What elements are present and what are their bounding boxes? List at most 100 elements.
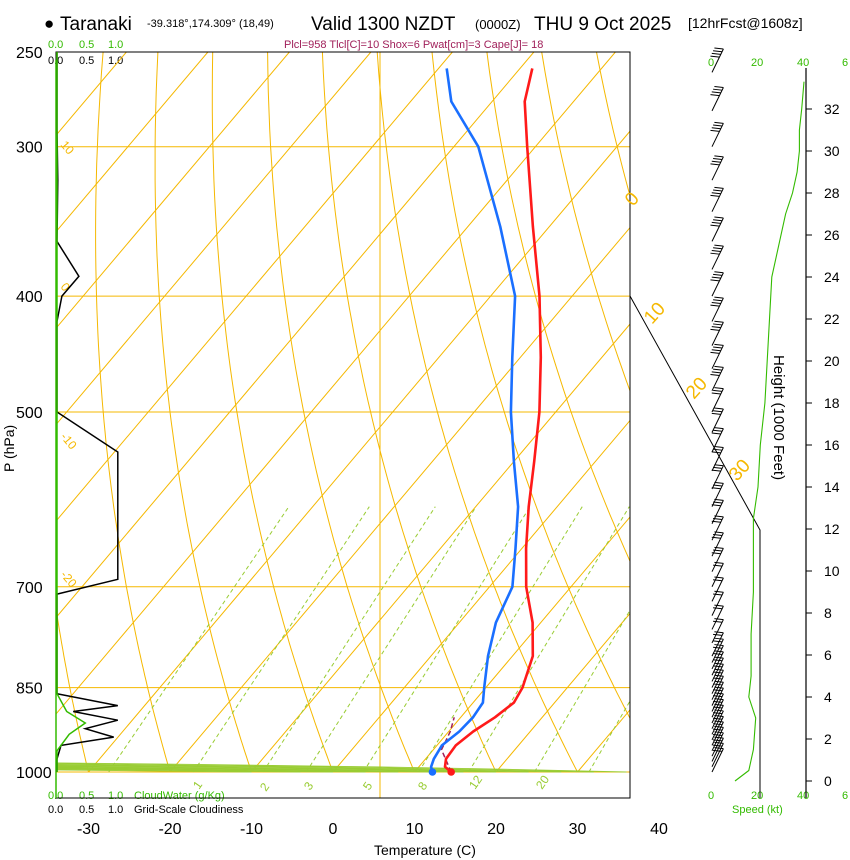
- isotherm-line: [169, 226, 630, 773]
- wind-barb-feather: [714, 692, 724, 695]
- wind-barb: [711, 668, 724, 694]
- height-tick-label: 6: [824, 647, 832, 663]
- wind-barb-feather: [714, 365, 724, 368]
- dry-adiabat: [211, 52, 334, 773]
- header-forecast: [12hrFcst@1608z]: [688, 15, 803, 31]
- cloudiness-scale-bottom-0: 0.0: [48, 804, 63, 816]
- wind-barb: [711, 561, 724, 587]
- wind-barb-feather: [713, 448, 723, 451]
- wind-barb-staff: [711, 516, 724, 541]
- mixing-ratio-line: [534, 609, 630, 773]
- wind-barb-staff: [711, 156, 724, 181]
- mixing-ratio-label: 20: [533, 772, 552, 791]
- wind-barb-feather: [713, 677, 723, 680]
- wind-barb-feather: [714, 481, 724, 484]
- height-tick-label: 8: [824, 605, 832, 621]
- isotherm-line: [332, 419, 630, 773]
- wind-barb-staff: [711, 592, 724, 616]
- wind-barb-staff: [711, 297, 724, 322]
- moist-adiabat: [56, 764, 562, 773]
- isotherm-line: [741, 52, 850, 772]
- wind-barb-feather: [711, 432, 721, 435]
- wind-barb-feather: [713, 219, 723, 222]
- wind-barb-staff: [711, 727, 724, 752]
- header-date: THU 9 Oct 2025: [534, 14, 671, 35]
- isotherm-line: [56, 52, 290, 329]
- wind-barb-feather: [713, 607, 723, 610]
- wind-barb: [711, 747, 724, 773]
- wind-barb: [711, 698, 724, 724]
- pressure-tick-label: 1000: [16, 765, 52, 782]
- wind-barb-feather: [714, 271, 724, 274]
- mixing-ratio-label: 5: [360, 779, 375, 793]
- plot-frame: [55, 51, 631, 799]
- wind-barb-feather: [714, 216, 724, 219]
- isotherm-line: [56, 52, 209, 233]
- wind-barb-feather: [713, 659, 723, 662]
- height-tick-label: 30: [824, 143, 840, 159]
- wind-barb-staff: [711, 345, 724, 369]
- wind-barb-feather: [711, 487, 721, 490]
- wind-barb-feather: [711, 276, 721, 279]
- wind-barb-staff: [711, 699, 724, 724]
- isotherm-label: 10: [640, 299, 670, 329]
- wind-barb: [710, 244, 724, 270]
- wind-barb: [711, 618, 724, 644]
- cloudwater-profile: [56, 52, 87, 772]
- speed-tick-bottom-3: 6: [842, 790, 848, 802]
- wind-barb-feather: [711, 52, 721, 55]
- temperature-tick-label: -20: [158, 821, 181, 838]
- wind-barb-feather: [713, 247, 723, 250]
- wind-barb-feather: [714, 464, 724, 467]
- isotherm-line: [414, 516, 630, 773]
- wind-barb-feather: [713, 620, 723, 623]
- dry-adiabat: [267, 52, 415, 773]
- height-tick-label: 4: [824, 689, 832, 705]
- wind-barb-staff: [711, 705, 724, 729]
- wind-barb-feather: [710, 304, 720, 307]
- wind-barb-feather: [714, 407, 724, 410]
- cloudiness-scale-top-1: 0.5: [79, 55, 94, 67]
- wind-barb-staff: [711, 245, 724, 270]
- dry-adiabat: [376, 52, 578, 773]
- height-tick-label: 32: [824, 101, 840, 117]
- speed-tick-bottom-1: 20: [751, 790, 763, 802]
- wind-barb: [710, 365, 724, 392]
- wind-speed-profile: [734, 81, 805, 782]
- isotherm-label: 0: [621, 188, 644, 210]
- wind-barb-staff: [711, 217, 724, 242]
- wind-barb-feather: [713, 410, 723, 413]
- wind-barb-staff: [711, 687, 724, 712]
- wind-barb-staff: [711, 188, 724, 212]
- wind-barb-feather: [714, 427, 724, 430]
- wind-barb-feather: [714, 604, 724, 607]
- wind-barb-feather: [713, 124, 723, 127]
- wind-barb-feather: [711, 392, 721, 395]
- mixing-ratio-label: 8: [415, 779, 430, 793]
- wind-barb: [711, 662, 724, 688]
- wind-barb-staff: [711, 743, 724, 767]
- height-tick-label: 2: [824, 731, 832, 747]
- dry-adiabat-label: 10: [58, 138, 78, 157]
- wind-barb-feather: [713, 158, 723, 161]
- wind-barb-feather: [714, 662, 724, 665]
- wind-barb-staff: [711, 670, 724, 694]
- wind-barb-staff: [711, 632, 724, 657]
- wind-barb-staff: [711, 500, 724, 524]
- wind-barb: [711, 387, 724, 413]
- temperature-tick-label: -30: [77, 821, 100, 838]
- surface-temperature-dot: [447, 768, 455, 776]
- wind-barb-staff: [711, 605, 724, 630]
- wind-barb-staff: [711, 408, 724, 433]
- mixing-ratio-label: 12: [466, 772, 485, 791]
- wind-barb-staff: [711, 732, 724, 757]
- wind-barb-feather: [713, 653, 723, 656]
- wind-barb-staff: [711, 676, 724, 700]
- wind-barb-staff: [711, 619, 724, 644]
- wind-barb: [710, 186, 724, 212]
- mixing-ratio-line: [108, 506, 290, 773]
- wind-barb-feather: [711, 371, 721, 374]
- isotherm-line: [56, 52, 453, 522]
- height-tick-label: 0: [824, 773, 832, 789]
